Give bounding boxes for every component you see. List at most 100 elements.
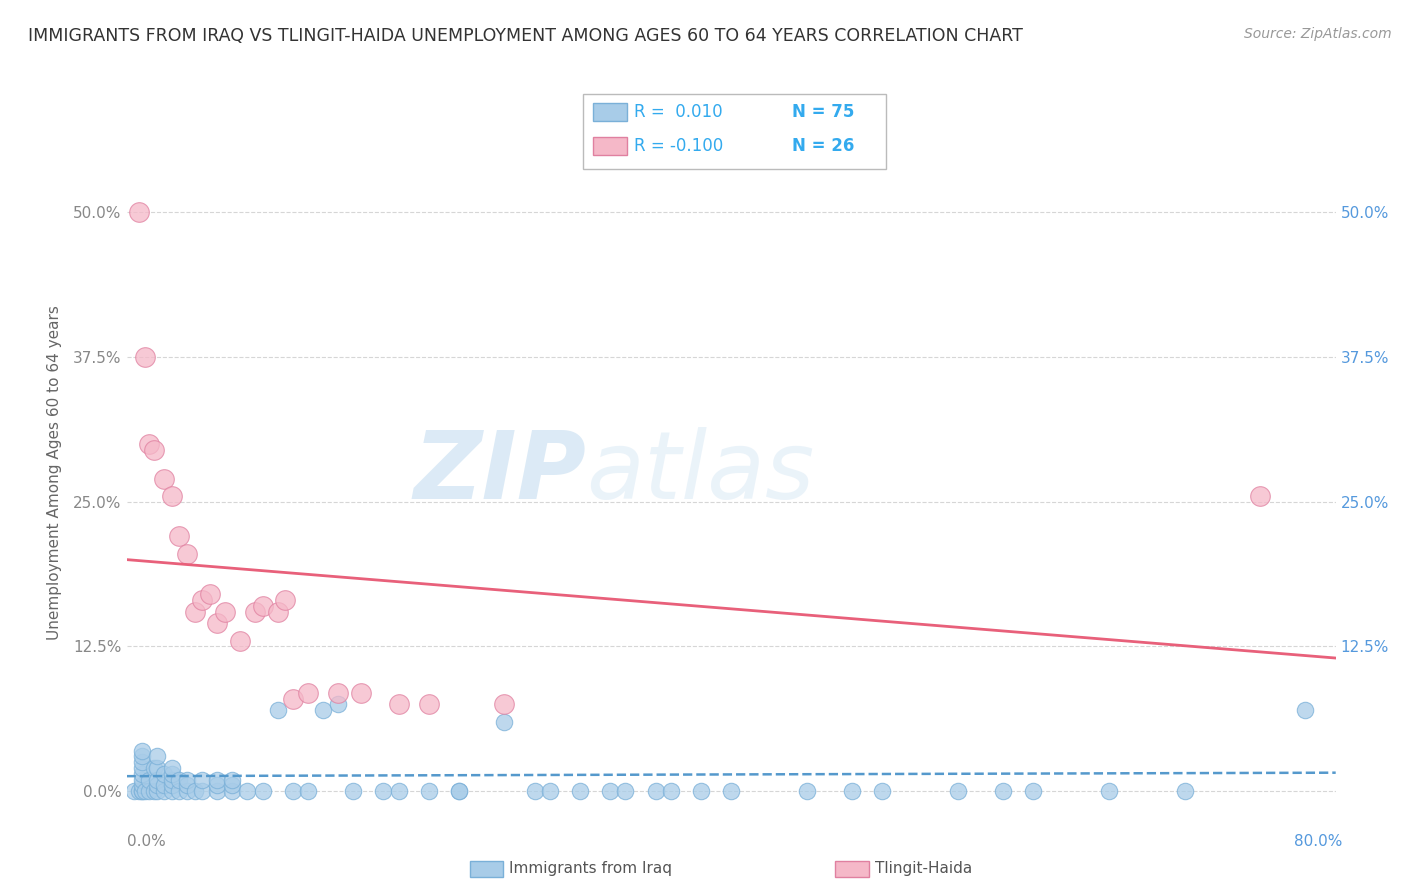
Point <box>160 784 183 798</box>
Point <box>146 779 169 793</box>
Text: IMMIGRANTS FROM IRAQ VS TLINGIT-HAIDA UNEMPLOYMENT AMONG AGES 60 TO 64 YEARS COR: IMMIGRANTS FROM IRAQ VS TLINGIT-HAIDA UN… <box>28 27 1024 45</box>
Point <box>131 761 153 775</box>
Point <box>614 784 637 798</box>
Point <box>659 784 682 798</box>
Point <box>131 772 153 787</box>
Point <box>281 691 304 706</box>
Point <box>221 784 243 798</box>
Point <box>1294 703 1316 717</box>
Point <box>841 784 863 798</box>
Text: ZIP: ZIP <box>413 426 586 519</box>
Point <box>131 784 153 798</box>
Point <box>599 784 621 798</box>
Point <box>146 761 169 775</box>
Point <box>205 779 228 793</box>
Point <box>297 686 319 700</box>
Text: Tlingit-Haida: Tlingit-Haida <box>875 862 972 876</box>
Point <box>134 350 156 364</box>
Point <box>131 756 153 770</box>
Point <box>176 779 198 793</box>
Text: 80.0%: 80.0% <box>1295 834 1343 849</box>
Point <box>214 605 236 619</box>
Point <box>176 547 198 561</box>
Point <box>418 784 440 798</box>
Point <box>373 784 395 798</box>
Point <box>160 772 183 787</box>
Point <box>221 779 243 793</box>
Point <box>388 784 411 798</box>
Point <box>796 784 818 798</box>
Y-axis label: Unemployment Among Ages 60 to 64 years: Unemployment Among Ages 60 to 64 years <box>46 305 62 640</box>
Point <box>267 703 290 717</box>
Point <box>243 605 266 619</box>
Point <box>205 616 228 631</box>
Point <box>176 772 198 787</box>
Point <box>568 784 592 798</box>
Text: Immigrants from Iraq: Immigrants from Iraq <box>509 862 672 876</box>
Point <box>447 784 470 798</box>
Point <box>169 529 191 543</box>
Point <box>198 587 221 601</box>
Point <box>142 784 165 798</box>
Point <box>447 784 470 798</box>
Point <box>131 744 153 758</box>
Point <box>326 686 350 700</box>
Point <box>350 686 373 700</box>
Point <box>169 772 191 787</box>
Point <box>131 779 153 793</box>
Point <box>418 698 440 712</box>
Point <box>176 784 198 798</box>
Point <box>720 784 742 798</box>
Point <box>160 761 183 775</box>
Point <box>191 784 214 798</box>
Point <box>872 784 894 798</box>
Point <box>946 784 969 798</box>
Text: R = -0.100: R = -0.100 <box>634 137 723 155</box>
Point <box>134 784 156 798</box>
Point <box>538 784 561 798</box>
Text: 0.0%: 0.0% <box>127 834 166 849</box>
Point <box>221 772 243 787</box>
Text: N = 75: N = 75 <box>792 103 853 121</box>
Point <box>191 772 214 787</box>
Point <box>205 772 228 787</box>
Point <box>146 772 169 787</box>
Point <box>523 784 546 798</box>
Point <box>281 784 304 798</box>
Point <box>122 784 145 798</box>
Point <box>153 471 176 485</box>
Point <box>205 784 228 798</box>
Point <box>131 784 153 798</box>
Point <box>160 767 183 781</box>
Point <box>153 767 176 781</box>
Point <box>236 784 259 798</box>
Point <box>229 633 252 648</box>
Point <box>131 767 153 781</box>
Point <box>160 489 183 503</box>
Point <box>1249 489 1271 503</box>
Point <box>252 784 274 798</box>
Point <box>131 749 153 764</box>
Point <box>1173 784 1195 798</box>
Point <box>297 784 319 798</box>
Point <box>138 437 160 451</box>
Point <box>146 749 169 764</box>
Point <box>128 205 150 219</box>
Point <box>274 593 297 607</box>
Point <box>1098 784 1121 798</box>
Point <box>494 714 516 729</box>
Point <box>138 772 160 787</box>
Point <box>689 784 711 798</box>
Point <box>326 698 350 712</box>
Point <box>169 784 191 798</box>
Point <box>494 698 516 712</box>
Point <box>388 698 411 712</box>
Point <box>183 784 205 798</box>
Point <box>1022 784 1045 798</box>
Text: atlas: atlas <box>586 427 814 518</box>
Point <box>142 761 165 775</box>
Point <box>252 599 274 613</box>
Point <box>146 784 169 798</box>
Point <box>153 779 176 793</box>
Point <box>993 784 1015 798</box>
